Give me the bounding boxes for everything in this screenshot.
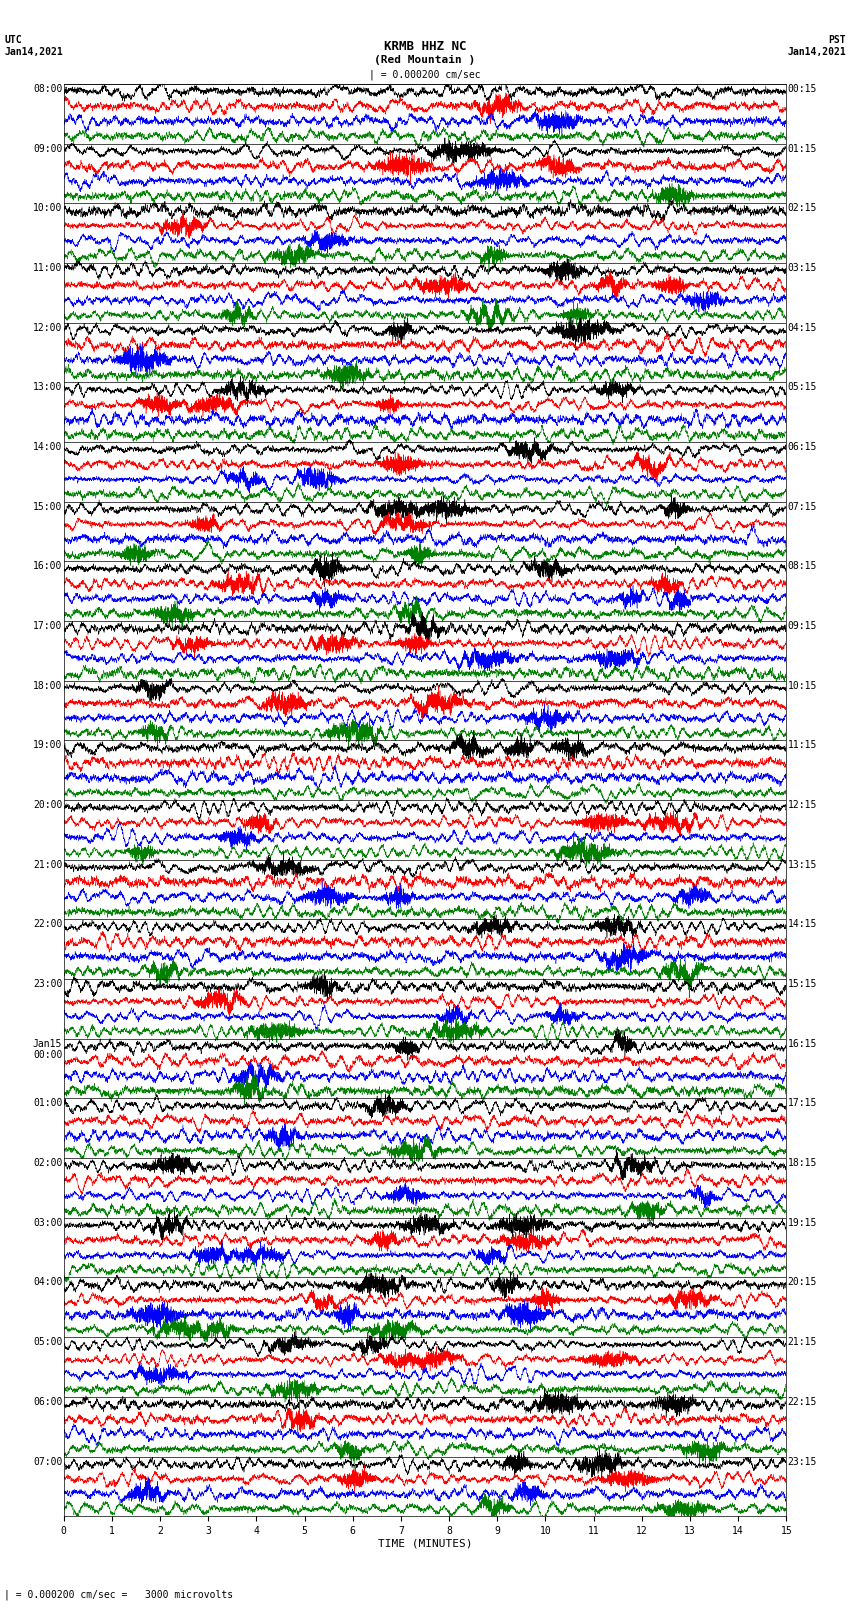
Text: 20:15: 20:15 bbox=[788, 1277, 817, 1287]
Text: 02:15: 02:15 bbox=[788, 203, 817, 213]
Text: 00:15: 00:15 bbox=[788, 84, 817, 94]
Text: 08:15: 08:15 bbox=[788, 561, 817, 571]
Text: 06:00: 06:00 bbox=[33, 1397, 62, 1407]
Text: | = 0.000200 cm/sec: | = 0.000200 cm/sec bbox=[369, 69, 481, 81]
Text: 20:00: 20:00 bbox=[33, 800, 62, 810]
Text: 04:15: 04:15 bbox=[788, 323, 817, 332]
Text: 12:00: 12:00 bbox=[33, 323, 62, 332]
Text: 14:15: 14:15 bbox=[788, 919, 817, 929]
Text: 19:00: 19:00 bbox=[33, 740, 62, 750]
Text: 21:15: 21:15 bbox=[788, 1337, 817, 1347]
Text: 16:15: 16:15 bbox=[788, 1039, 817, 1048]
Text: 16:00: 16:00 bbox=[33, 561, 62, 571]
Text: 08:00: 08:00 bbox=[33, 84, 62, 94]
Text: 19:15: 19:15 bbox=[788, 1218, 817, 1227]
Text: 14:00: 14:00 bbox=[33, 442, 62, 452]
Text: 01:00: 01:00 bbox=[33, 1098, 62, 1108]
Text: 05:15: 05:15 bbox=[788, 382, 817, 392]
Text: 22:00: 22:00 bbox=[33, 919, 62, 929]
Text: | = 0.000200 cm/sec =   3000 microvolts: | = 0.000200 cm/sec = 3000 microvolts bbox=[4, 1589, 234, 1600]
Text: 21:00: 21:00 bbox=[33, 860, 62, 869]
Text: 18:15: 18:15 bbox=[788, 1158, 817, 1168]
Text: 18:00: 18:00 bbox=[33, 681, 62, 690]
Text: 10:00: 10:00 bbox=[33, 203, 62, 213]
Text: PST
Jan14,2021: PST Jan14,2021 bbox=[787, 35, 846, 56]
Text: 17:15: 17:15 bbox=[788, 1098, 817, 1108]
Text: 06:15: 06:15 bbox=[788, 442, 817, 452]
Text: 07:15: 07:15 bbox=[788, 502, 817, 511]
Text: 11:00: 11:00 bbox=[33, 263, 62, 273]
Text: 05:00: 05:00 bbox=[33, 1337, 62, 1347]
Text: (Red Mountain ): (Red Mountain ) bbox=[374, 55, 476, 65]
Text: 13:00: 13:00 bbox=[33, 382, 62, 392]
Text: 03:00: 03:00 bbox=[33, 1218, 62, 1227]
Text: 23:15: 23:15 bbox=[788, 1457, 817, 1466]
Text: 04:00: 04:00 bbox=[33, 1277, 62, 1287]
Text: KRMB HHZ NC: KRMB HHZ NC bbox=[383, 40, 467, 53]
Text: 09:15: 09:15 bbox=[788, 621, 817, 631]
Text: 12:15: 12:15 bbox=[788, 800, 817, 810]
Text: Jan15
00:00: Jan15 00:00 bbox=[33, 1039, 62, 1060]
Text: 03:15: 03:15 bbox=[788, 263, 817, 273]
Text: 11:15: 11:15 bbox=[788, 740, 817, 750]
Text: 17:00: 17:00 bbox=[33, 621, 62, 631]
Text: 23:00: 23:00 bbox=[33, 979, 62, 989]
X-axis label: TIME (MINUTES): TIME (MINUTES) bbox=[377, 1539, 473, 1548]
Text: UTC
Jan14,2021: UTC Jan14,2021 bbox=[4, 35, 63, 56]
Text: 07:00: 07:00 bbox=[33, 1457, 62, 1466]
Text: 15:15: 15:15 bbox=[788, 979, 817, 989]
Text: 10:15: 10:15 bbox=[788, 681, 817, 690]
Text: 22:15: 22:15 bbox=[788, 1397, 817, 1407]
Text: 02:00: 02:00 bbox=[33, 1158, 62, 1168]
Text: 01:15: 01:15 bbox=[788, 144, 817, 153]
Text: 13:15: 13:15 bbox=[788, 860, 817, 869]
Text: 09:00: 09:00 bbox=[33, 144, 62, 153]
Text: 15:00: 15:00 bbox=[33, 502, 62, 511]
